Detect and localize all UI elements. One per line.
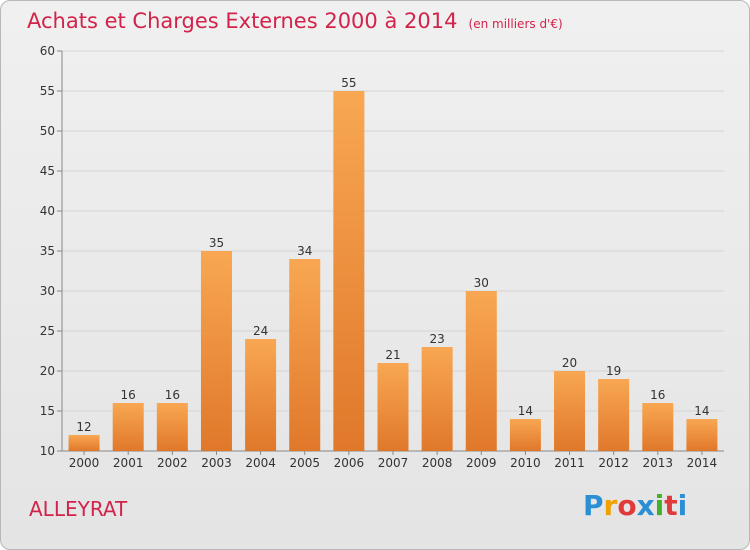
bar-2003 xyxy=(200,251,232,451)
x-tick-label: 2013 xyxy=(643,456,674,470)
bar-value-label: 34 xyxy=(297,244,312,258)
bar-2001 xyxy=(112,403,144,451)
bar-2012 xyxy=(598,379,630,451)
bar-value-label: 35 xyxy=(209,236,224,250)
bar-2007 xyxy=(377,363,409,451)
y-tick-label: 60 xyxy=(40,44,55,58)
bar-value-label: 12 xyxy=(76,420,91,434)
bar-value-label: 30 xyxy=(474,276,489,290)
bar-2009 xyxy=(465,291,497,451)
bar-2014 xyxy=(686,419,718,451)
x-tick-label: 2004 xyxy=(245,456,276,470)
bar-2005 xyxy=(289,259,321,451)
bar-value-label: 21 xyxy=(385,348,400,362)
y-tick-label: 15 xyxy=(40,404,55,418)
y-tick-label: 55 xyxy=(40,84,55,98)
bar-value-label: 55 xyxy=(341,76,356,90)
x-tick-label: 2010 xyxy=(510,456,541,470)
x-tick-label: 2009 xyxy=(466,456,497,470)
bar-value-label: 16 xyxy=(650,388,665,402)
bar-value-label: 14 xyxy=(694,404,709,418)
y-tick-label: 20 xyxy=(40,364,55,378)
x-tick-label: 2005 xyxy=(289,456,320,470)
bar-2013 xyxy=(642,403,674,451)
y-tick-label: 25 xyxy=(40,324,55,338)
logo-letter: x xyxy=(636,489,655,522)
x-tick-label: 2001 xyxy=(113,456,144,470)
y-tick-label: 40 xyxy=(40,204,55,218)
bar-2011 xyxy=(554,371,586,451)
bar-value-label: 19 xyxy=(606,364,621,378)
logo-letter: r xyxy=(603,489,618,522)
bar-2008 xyxy=(421,347,453,451)
bar-value-label: 16 xyxy=(121,388,136,402)
y-tick-label: 45 xyxy=(40,164,55,178)
bar-2006 xyxy=(333,91,365,451)
logo-letter: i xyxy=(654,489,665,522)
bar-2010 xyxy=(509,419,541,451)
x-tick-label: 2008 xyxy=(422,456,453,470)
bar-2000 xyxy=(68,435,100,451)
x-tick-label: 2000 xyxy=(69,456,100,470)
logo-letter: o xyxy=(617,489,637,522)
logo-letter: i xyxy=(677,489,688,522)
y-tick-label: 35 xyxy=(40,244,55,258)
y-tick-label: 10 xyxy=(40,444,55,458)
bar-value-label: 23 xyxy=(429,332,444,346)
x-tick-label: 2007 xyxy=(378,456,409,470)
x-tick-label: 2002 xyxy=(157,456,188,470)
x-tick-label: 2006 xyxy=(334,456,365,470)
logo-letter: t xyxy=(664,489,678,522)
chart-title-block: Achats et Charges Externes 2000 à 2014 (… xyxy=(27,9,563,33)
commune-name: ALLEYRAT xyxy=(29,497,128,521)
y-tick-label: 30 xyxy=(40,284,55,298)
bar-2002 xyxy=(156,403,188,451)
logo-letter: P xyxy=(583,489,604,522)
bar-value-label: 16 xyxy=(165,388,180,402)
chart-unit: (en milliers d'€) xyxy=(468,17,563,31)
bar-value-label: 14 xyxy=(518,404,533,418)
x-tick-label: 2003 xyxy=(201,456,232,470)
x-tick-label: 2014 xyxy=(687,456,718,470)
x-tick-label: 2011 xyxy=(554,456,585,470)
chart-title: Achats et Charges Externes 2000 à 2014 xyxy=(27,9,458,33)
bar-value-label: 20 xyxy=(562,356,577,370)
bar-value-label: 24 xyxy=(253,324,268,338)
y-tick-label: 50 xyxy=(40,124,55,138)
bar-2004 xyxy=(245,339,277,451)
proxiti-logo: Proxiti xyxy=(583,489,687,522)
x-tick-label: 2012 xyxy=(598,456,629,470)
